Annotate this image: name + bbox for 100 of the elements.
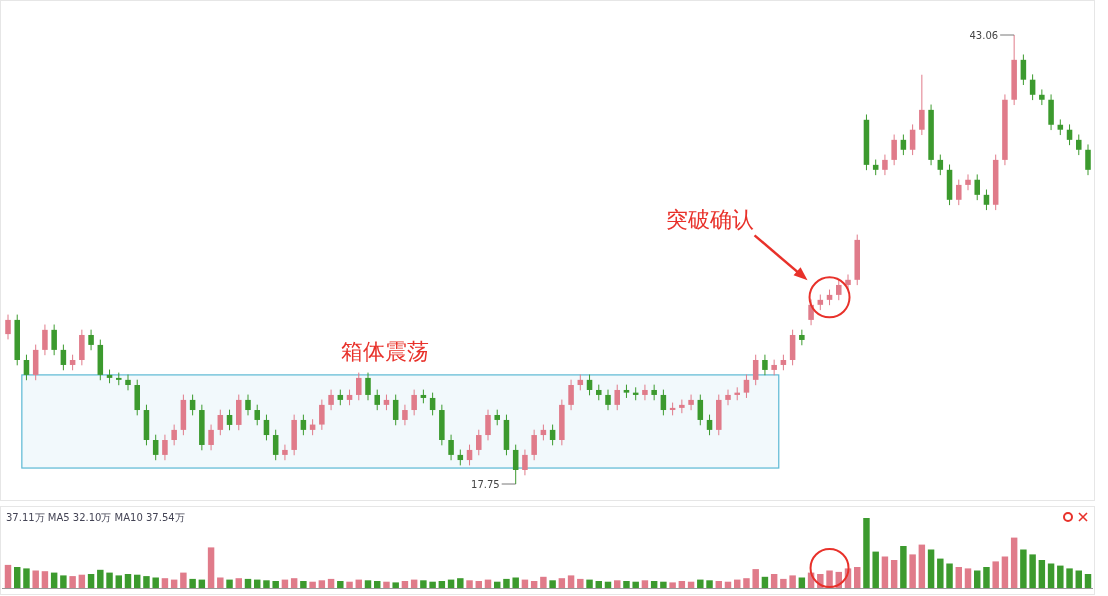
- bar: [4, 564, 12, 588]
- annotation: 43.06: [969, 29, 999, 41]
- bar: [134, 574, 141, 588]
- bar: [235, 578, 242, 588]
- bar: [115, 575, 122, 588]
- bar: [457, 578, 464, 588]
- bar: [383, 581, 390, 588]
- bar: [180, 572, 187, 588]
- bar: [881, 556, 889, 588]
- bar: [632, 581, 639, 588]
- bar: [567, 575, 575, 588]
- bar: [595, 581, 602, 588]
- bar: [743, 578, 750, 588]
- bar: [752, 569, 759, 588]
- annotation: 17.75: [471, 478, 500, 490]
- bar: [1057, 565, 1064, 588]
- bar: [124, 574, 132, 588]
- bar: [290, 578, 298, 588]
- bar: [143, 576, 150, 588]
- bar: [558, 578, 566, 588]
- bar: [1020, 549, 1027, 588]
- bar: [78, 574, 86, 588]
- bar: [392, 582, 399, 588]
- bar: [346, 581, 353, 588]
- bar: [974, 570, 981, 588]
- bar: [466, 580, 473, 588]
- bar: [438, 581, 446, 588]
- bar: [623, 581, 630, 588]
- bar: [641, 580, 649, 588]
- bar: [863, 518, 870, 588]
- bar: [512, 577, 519, 588]
- band-label: 箱体震荡: [341, 338, 430, 364]
- bar: [503, 578, 510, 588]
- bar: [854, 567, 861, 588]
- bar: [1038, 560, 1046, 588]
- bar: [577, 578, 584, 588]
- bar: [309, 581, 316, 588]
- bar: [964, 568, 972, 588]
- bar: [770, 574, 778, 588]
- bar: [789, 575, 796, 588]
- bar: [300, 581, 307, 588]
- bar: [1001, 556, 1009, 588]
- bar: [1010, 537, 1018, 588]
- bar: [327, 578, 335, 588]
- bar: [992, 561, 999, 588]
- bar: [937, 558, 944, 588]
- bar: [650, 581, 658, 588]
- chart-title: 37.11万 MA5 32.10万 MA10 37.54万: [6, 512, 185, 523]
- bar: [909, 554, 916, 588]
- bar: [217, 577, 224, 588]
- bar: [780, 578, 787, 588]
- bar: [900, 546, 907, 588]
- bar: [364, 580, 372, 588]
- bar: [263, 580, 270, 588]
- bar: [549, 580, 556, 588]
- bar: [401, 581, 409, 588]
- bar: [918, 544, 926, 588]
- bar: [927, 549, 935, 588]
- bar: [530, 581, 538, 588]
- bar: [69, 576, 76, 588]
- bar: [161, 578, 169, 588]
- bar: [429, 581, 436, 588]
- bar: [23, 568, 30, 588]
- bar: [715, 581, 722, 588]
- bar: [983, 567, 990, 588]
- bar: [97, 569, 104, 588]
- bar: [50, 572, 58, 588]
- bar: [614, 580, 621, 588]
- bar: [41, 571, 49, 588]
- bar: [60, 575, 67, 588]
- bar: [374, 581, 381, 588]
- bar: [761, 576, 769, 588]
- bar: [207, 547, 215, 588]
- bar: [890, 560, 898, 588]
- bar: [955, 567, 962, 588]
- bar: [318, 580, 326, 588]
- bar: [872, 551, 879, 588]
- bar: [660, 581, 667, 588]
- bar: [226, 579, 233, 588]
- bar: [106, 572, 113, 588]
- bar: [32, 570, 39, 588]
- bar: [1084, 574, 1092, 588]
- bar: [1075, 570, 1082, 588]
- bar: [1066, 568, 1073, 588]
- bar: [586, 579, 593, 588]
- bar: [189, 578, 196, 588]
- bar: [1047, 563, 1055, 588]
- bar: [152, 577, 159, 588]
- bar: [420, 580, 427, 588]
- bar: [1029, 554, 1036, 588]
- bar: [678, 581, 686, 588]
- bar: [946, 563, 953, 588]
- bar: [244, 578, 252, 588]
- bar: [540, 576, 547, 588]
- bar: [697, 579, 704, 588]
- bar: [272, 581, 279, 588]
- bar: [475, 581, 482, 588]
- annotation: 突破确认: [665, 207, 754, 233]
- bar: [669, 582, 676, 588]
- bar: [87, 574, 95, 588]
